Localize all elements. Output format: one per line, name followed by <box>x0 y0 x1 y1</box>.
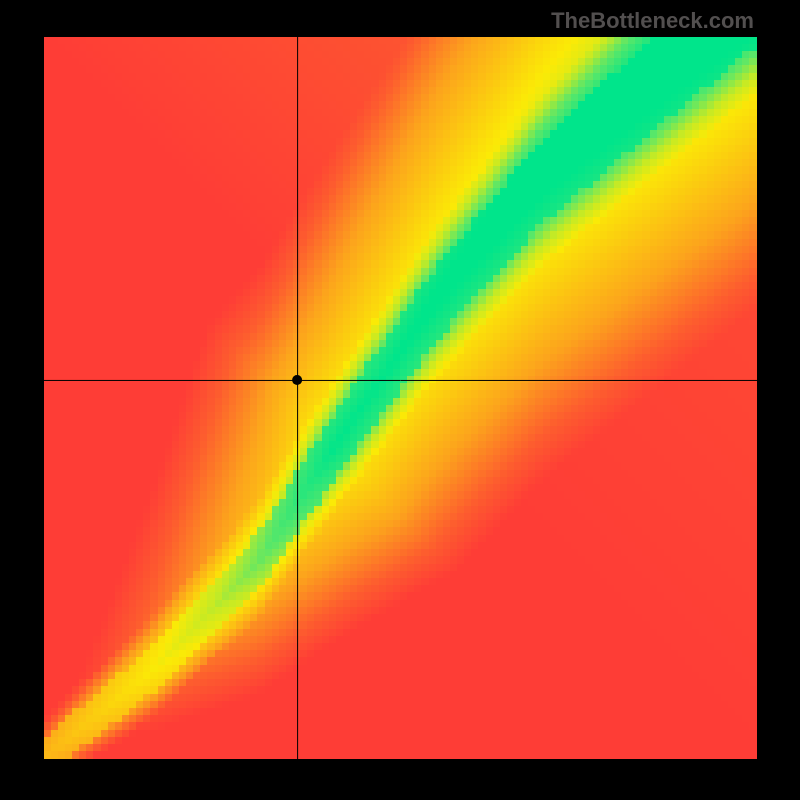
chart-container: { "type": "heatmap", "canvas_size": { "w… <box>0 0 800 800</box>
plot-area <box>44 37 757 759</box>
watermark: TheBottleneck.com <box>551 8 754 34</box>
heatmap-canvas <box>44 37 757 759</box>
